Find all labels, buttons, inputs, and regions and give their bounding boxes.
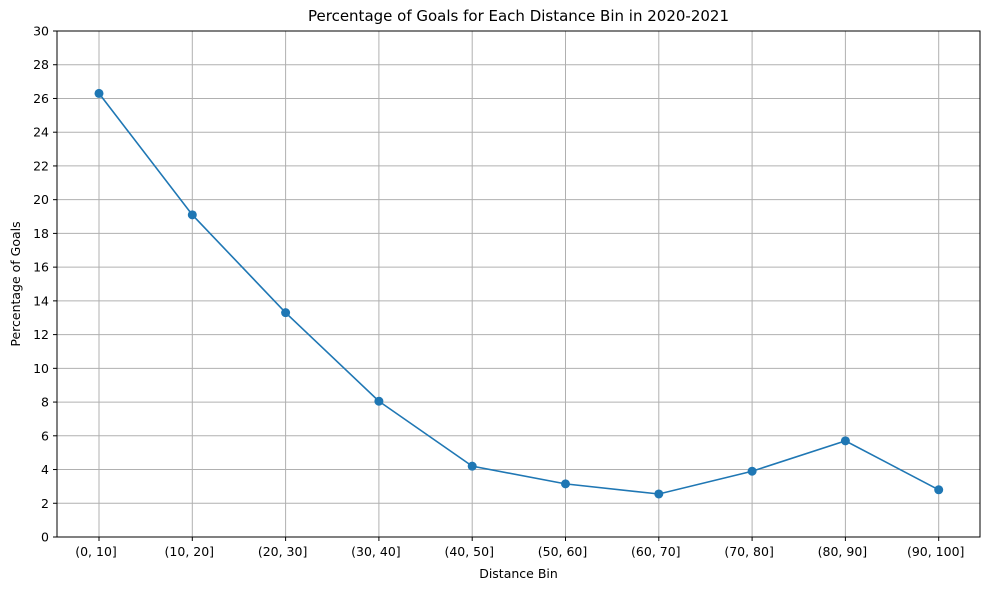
y-tick-label: 10 (33, 361, 49, 376)
y-tick-label: 20 (33, 192, 49, 207)
y-tick-label: 16 (33, 260, 49, 275)
x-tick-label: (90, 100] (907, 544, 964, 559)
data-point (934, 485, 944, 495)
y-tick-label: 4 (41, 462, 49, 477)
y-tick-label: 8 (41, 395, 49, 410)
data-point (654, 489, 664, 499)
x-tick-label: (60, 70] (631, 544, 681, 559)
x-tick-label: (40, 50] (444, 544, 494, 559)
x-tick-label: (30, 40] (351, 544, 401, 559)
x-tick-label: (0, 10] (75, 544, 117, 559)
data-point (374, 396, 384, 406)
x-tick-label: (80, 90] (818, 544, 868, 559)
data-point (840, 436, 850, 446)
y-tick-label: 0 (41, 530, 49, 545)
y-tick-label: 28 (33, 57, 49, 72)
plot-area-frame (56, 30, 981, 538)
x-axis-label: Distance Bin (479, 566, 558, 581)
data-point (281, 308, 291, 318)
data-point (747, 466, 757, 476)
series (94, 88, 944, 499)
y-tick-label: 6 (41, 428, 49, 443)
x-tick-label: (70, 80] (724, 544, 774, 559)
y-axis-label: Percentage of Goals (8, 221, 23, 346)
x-tick-label: (50, 60] (538, 544, 588, 559)
y-tick-label: 24 (33, 125, 49, 140)
y-tick-label: 18 (33, 226, 49, 241)
y-tick-label: 22 (33, 158, 49, 173)
y-tick-label: 2 (41, 496, 49, 511)
data-point (187, 210, 197, 220)
y-tick-label: 12 (33, 327, 49, 342)
series-line (98, 92, 940, 495)
y-tick-label: 14 (33, 293, 49, 308)
data-point (94, 88, 104, 98)
data-point (467, 461, 477, 471)
x-tick-label: (10, 20] (165, 544, 215, 559)
y-tick-label: 26 (33, 91, 49, 106)
x-tick-label: (20, 30] (258, 544, 308, 559)
chart-title: Percentage of Goals for Each Distance Bi… (308, 7, 729, 25)
data-point (561, 479, 570, 489)
grid (57, 30, 980, 538)
y-tick-label: 30 (33, 24, 49, 39)
